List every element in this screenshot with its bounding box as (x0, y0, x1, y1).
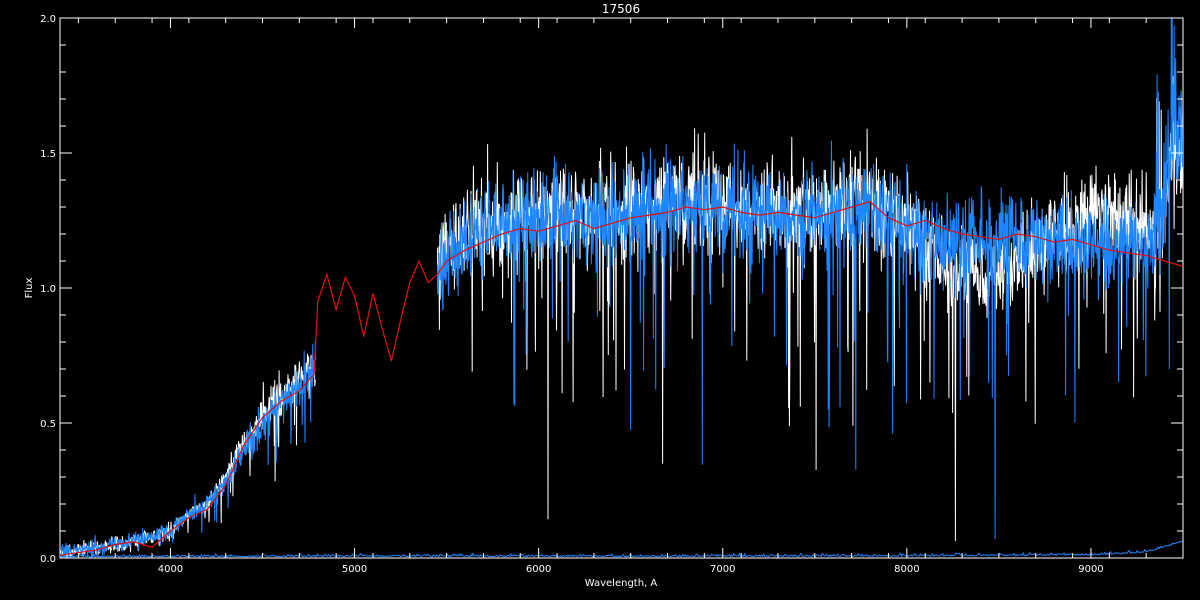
series-line-2 (60, 18, 1183, 558)
series-layer (60, 18, 1183, 558)
x-axis: 4000 5000 6000 7000 8000 9000 (77, 18, 1184, 575)
x-tick-label: 9000 (1078, 564, 1103, 575)
y-axis: 0.0 0.5 1.0 1.5 2.0 (40, 14, 1183, 565)
x-tick-label: 6000 (526, 564, 551, 575)
y-axis-label: Flux (24, 278, 35, 299)
x-tick-label: 4000 (158, 564, 183, 575)
x-tick-label: 5000 (342, 564, 367, 575)
x-axis-label: Wavelength, A (585, 578, 658, 589)
y-tick-label: 1.5 (40, 149, 56, 160)
error-floor-line (60, 540, 1183, 558)
y-tick-label: 1.0 (40, 284, 56, 295)
y-tick-label: 0.0 (40, 554, 56, 565)
x-tick-label: 8000 (894, 564, 919, 575)
chart-title: 17506 (602, 2, 640, 16)
y-tick-label: 2.0 (40, 14, 56, 25)
x-tick-label: 7000 (710, 564, 735, 575)
y-tick-label: 0.5 (40, 419, 56, 430)
model-line (60, 200, 1183, 556)
